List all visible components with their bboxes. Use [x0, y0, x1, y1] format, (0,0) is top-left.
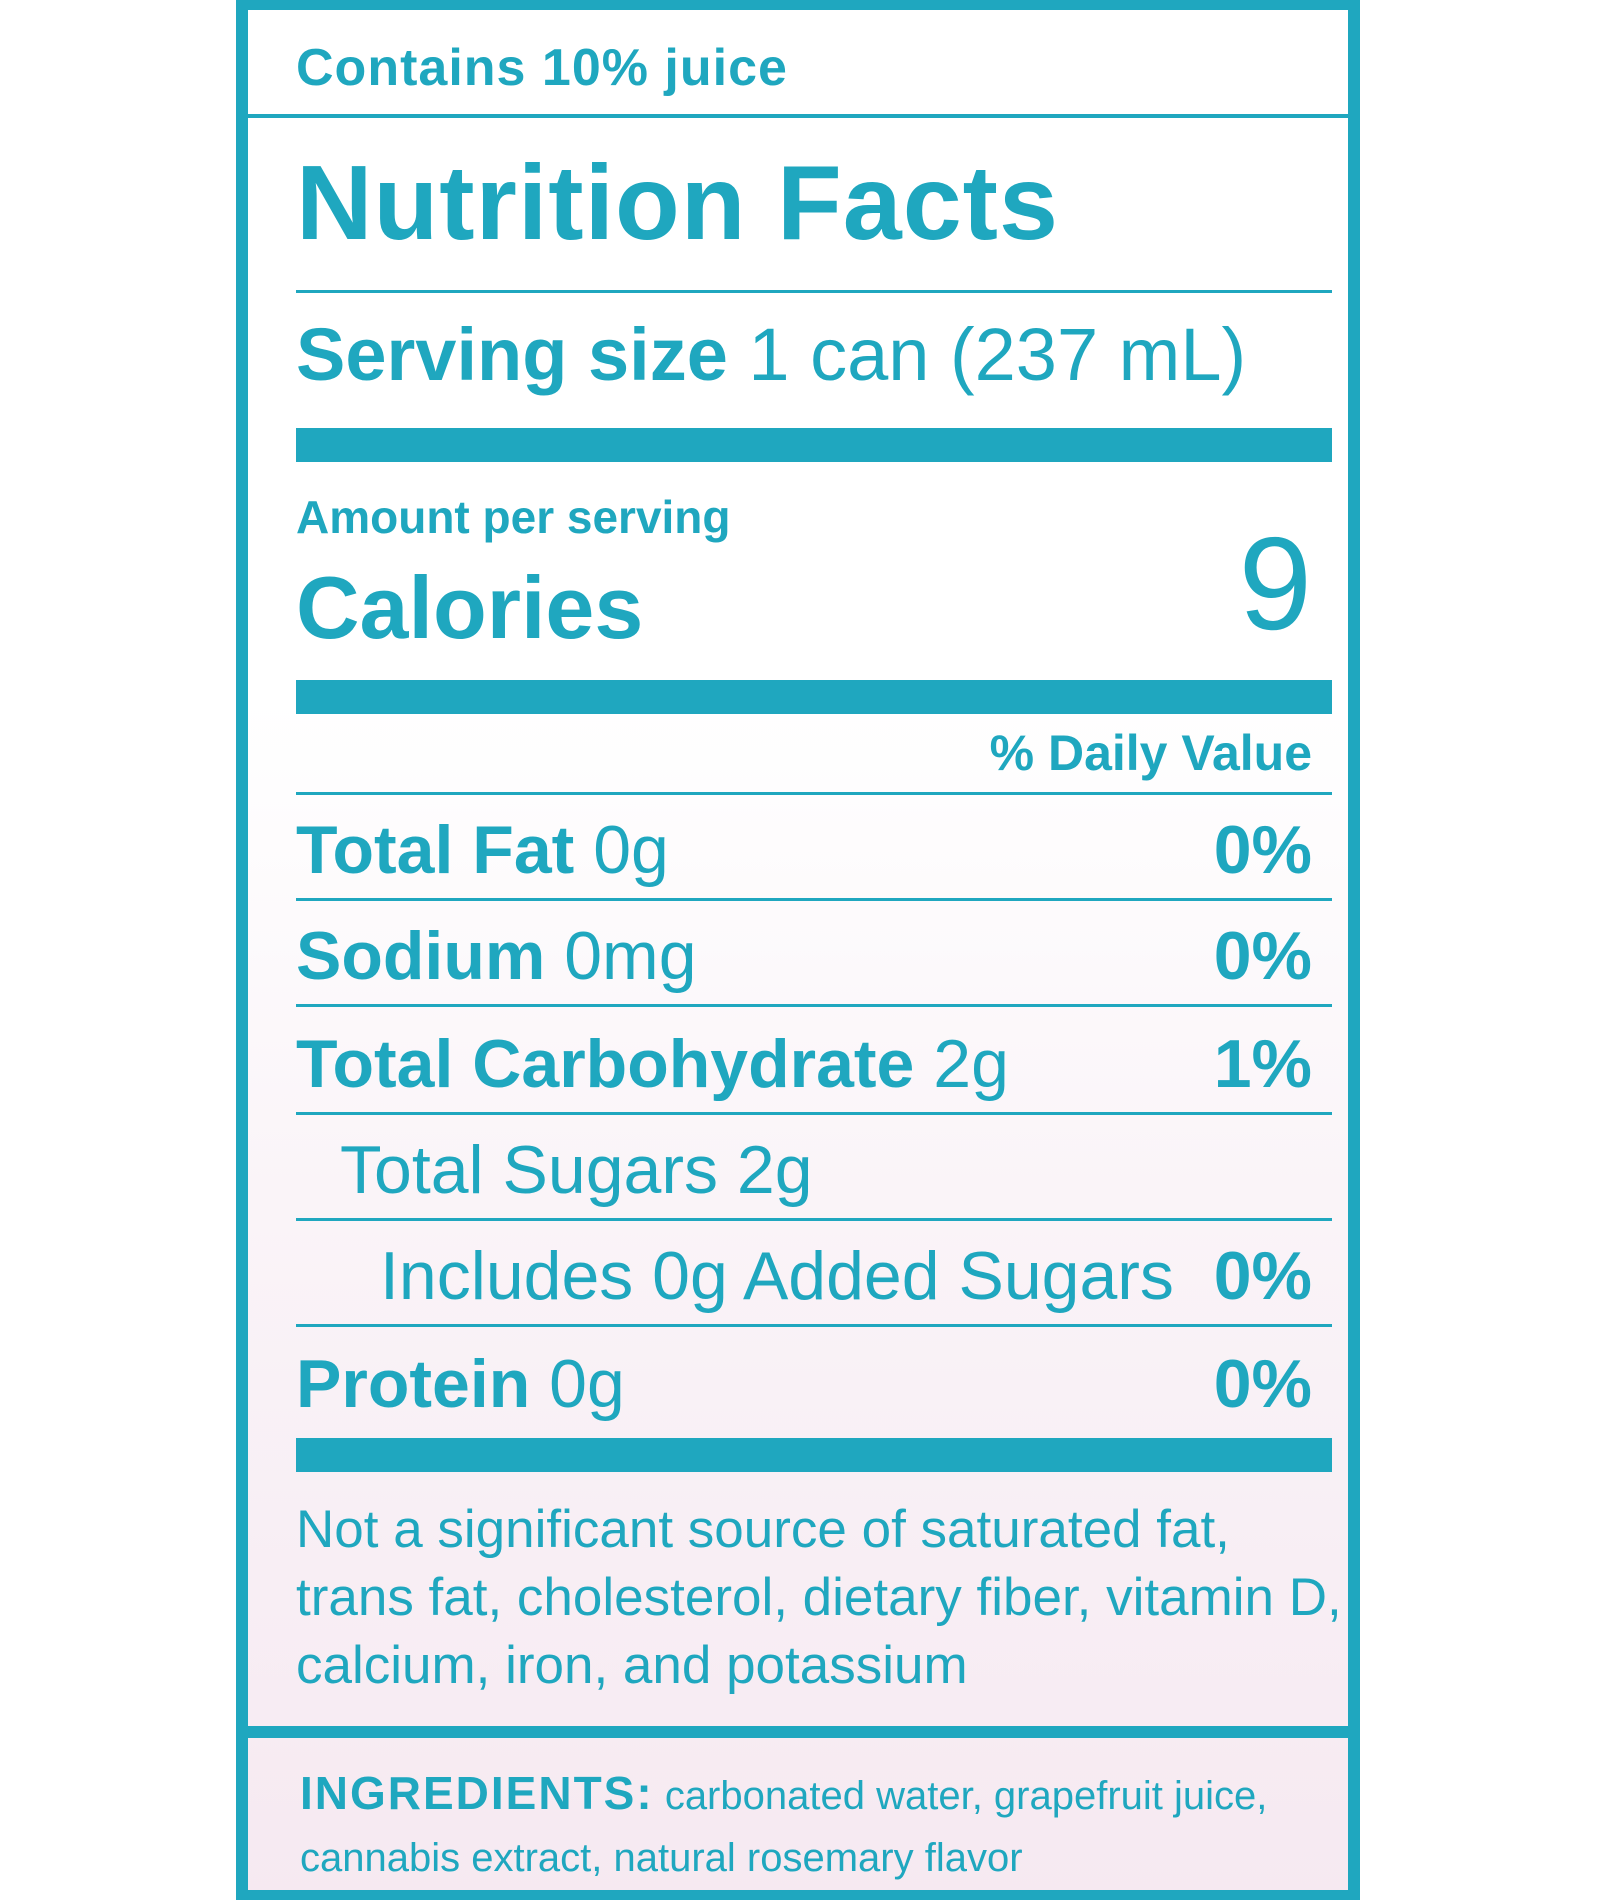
serving-size: Serving size 1 can (237 mL): [296, 318, 1246, 392]
nutrient-daily-value: 0%: [1213, 1346, 1312, 1422]
nutrient-name: Total Fat: [296, 812, 575, 888]
divider: [296, 792, 1332, 795]
nutrient-amount: 0mg: [564, 918, 697, 994]
nutrient-row-added-sugars: Includes 0g Added Sugars: [380, 1242, 1174, 1310]
divider: [296, 1324, 1332, 1327]
nutrient-daily-value: 1%: [1213, 1026, 1312, 1102]
ingredients-heading: INGREDIENTS:: [300, 1767, 654, 1819]
footnote: Not a significant source of saturated fa…: [296, 1500, 1342, 1695]
ingredients: INGREDIENTS: carbonated water, grapefrui…: [300, 1762, 1330, 1889]
nutrient-name: Sodium: [296, 918, 546, 994]
ingredients-text: carbonated water, grapefruit juice, cann…: [300, 1774, 1268, 1880]
nutrient-name: Total Carbohydrate: [296, 1026, 915, 1102]
nutrient-amount: 0g: [549, 1346, 625, 1422]
calories-value: 9: [1238, 510, 1312, 657]
calories-label: Calories: [296, 558, 644, 657]
top-border: [248, 0, 1348, 10]
divider: [296, 898, 1332, 901]
nutrient-row-total-carbohydrate: Total Carbohydrate 2g: [296, 1030, 1009, 1098]
bottom-border: [248, 1890, 1348, 1900]
nutrient-amount: 0g: [593, 812, 669, 888]
nutrient-daily-value: 0%: [1213, 918, 1312, 994]
amount-per-serving: Amount per serving: [296, 491, 731, 543]
thick-divider: [296, 1438, 1332, 1472]
nutrient-daily-value: 0%: [1213, 1238, 1312, 1314]
nutrient-row-total-sugars: Total Sugars 2g: [340, 1136, 813, 1204]
divider: [296, 1218, 1332, 1221]
thick-divider: [296, 428, 1332, 462]
nutrient-amount: 2g: [933, 1026, 1009, 1102]
divider: [296, 1004, 1332, 1007]
serving-size-label: Serving size: [296, 313, 728, 396]
nutrient-name: Protein: [296, 1346, 531, 1422]
nutrient-amount: Includes 0g Added Sugars: [380, 1238, 1174, 1314]
divider: [296, 1112, 1332, 1115]
ingredients-divider: [248, 1726, 1348, 1738]
nutrient-row-protein: Protein 0g: [296, 1350, 625, 1418]
nutrition-label: Contains 10% juice Nutrition Facts Servi…: [236, 0, 1360, 1900]
juice-note-box: Contains 10% juice: [248, 10, 1348, 118]
juice-note: Contains 10% juice: [296, 39, 788, 97]
nutrient-row-sodium: Sodium 0mg: [296, 922, 697, 990]
divider: [296, 290, 1332, 293]
nutrient-daily-value: 0%: [1213, 812, 1312, 888]
nutrition-facts-title: Nutrition Facts: [296, 144, 1059, 262]
serving-size-value: 1 can (237 mL): [748, 313, 1247, 396]
daily-value-header: % Daily Value: [989, 725, 1312, 781]
nutrient-amount: Total Sugars 2g: [340, 1132, 813, 1208]
thick-divider: [296, 680, 1332, 714]
nutrient-row-total-fat: Total Fat 0g: [296, 816, 669, 884]
